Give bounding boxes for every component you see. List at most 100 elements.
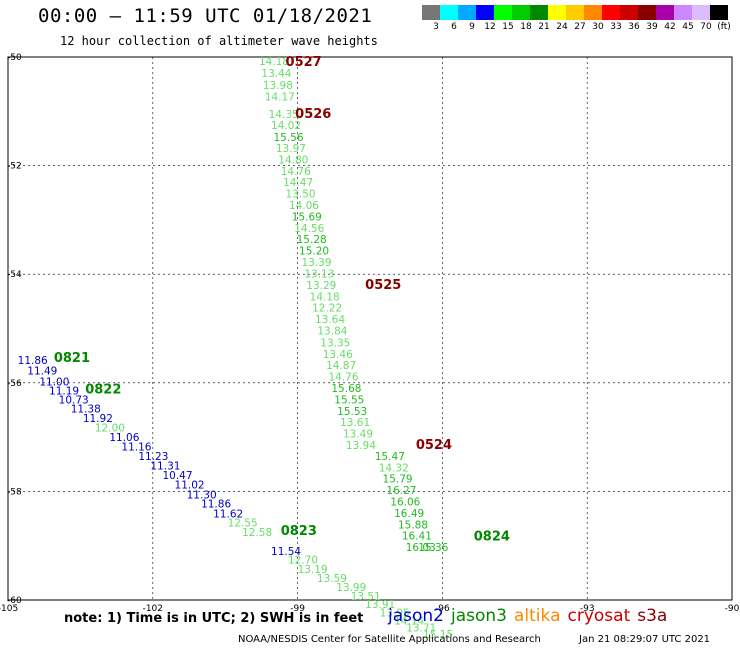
note-text: note: 1) Time is in UTC; 2) SWH is in fe… [64,611,364,626]
wave-height-label: 11.16 [121,442,151,454]
color-swatch [494,5,512,20]
pass-time-label: 0525 [365,278,401,293]
wave-height-label: 10.47 [162,470,192,482]
wave-height-label: 16.06 [390,497,420,509]
wave-height-label: 11.06 [109,432,139,444]
lat-tick-label: -50 [7,53,22,63]
wave-height-label: 14.35 [269,109,299,121]
wave-height-label: 12.58 [242,527,272,539]
wave-height-label: 13.13 [304,268,334,280]
color-scale-labels: 3 6 9 12 15 18 21 24 27 30 33 36 39 42 45 70 (ft) [422,22,740,34]
wave-height-label: 13.95 [380,607,410,619]
wave-height-label: 14.80 [278,154,308,166]
wave-height-label: 13.59 [317,573,347,585]
color-scale-label: (ft) [717,22,731,32]
wave-height-label: 14.06 [289,200,319,212]
wave-height-label: 13.29 [306,280,336,292]
wave-height-label: 14.87 [326,360,356,372]
color-scale-label: 39 [646,22,658,32]
color-swatch [620,5,638,20]
wave-height-label: 13.61 [340,417,370,429]
satellite-jason3: jason3 [451,606,507,626]
wave-height-label: 11.54 [271,546,301,558]
pass-time-label: 0526 [295,107,331,122]
wave-height-label: 10.73 [59,394,89,406]
color-scale-label: 42 [664,22,676,32]
satellite-s3a: s3a [637,606,668,626]
color-scale-label: 21 [538,22,550,32]
satellite-legend: jason2 jason3 altika cryosat s3a [388,606,667,626]
color-swatch [710,5,728,20]
wave-height-label: 14.18 [259,56,289,68]
wave-height-label: 14.47 [283,177,313,189]
wave-height-label: 12.00 [95,423,125,435]
color-scale-label: 27 [574,22,586,32]
pass-time-label: 0822 [85,383,121,398]
pass-time-label: 0821 [54,351,90,366]
pass-time-label: 0527 [286,55,322,70]
chart-subtitle: 12 hour collection of altimeter wave hei… [60,34,378,48]
color-scale-label: 6 [451,22,457,32]
pass-time-label: 0823 [281,524,317,539]
chart-title: 00:00 – 11:59 UTC 01/18/2021 [38,5,373,27]
color-swatch [692,5,710,20]
wave-height-label: 15.20 [299,246,329,258]
lon-tick-label: -96 [435,604,450,614]
color-swatch [602,5,620,20]
lat-tick-label: -60 [7,596,22,606]
wave-height-label: 11.23 [138,451,168,463]
lon-tick-label: -99 [290,604,305,614]
color-swatch [656,5,674,20]
wave-height-label: 13.71 [406,622,436,634]
wave-height-label: 13.64 [315,314,345,326]
wave-height-label: 12.22 [312,303,342,315]
wave-height-label: 11.86 [18,355,48,367]
wave-height-label: 16.03 [406,542,436,554]
map-frame [7,56,733,601]
wave-height-label: 11.19 [49,386,79,398]
color-scale-label: 15 [502,22,514,32]
wave-height-label: 13.39 [301,257,331,269]
wave-height-label: 14.17 [265,91,295,103]
wave-height-label: 13.91 [365,599,395,611]
wave-height-label: 14.32 [379,462,409,474]
color-swatch [638,5,656,20]
wave-height-label: 16.49 [394,508,424,520]
wave-height-label: 13.97 [276,143,306,155]
wave-height-label: 13.44 [261,68,291,80]
lat-tick-label: -58 [7,487,22,497]
lon-tick-label: -90 [725,604,740,614]
color-swatch [548,5,566,20]
wave-height-label: 11.62 [213,508,243,520]
color-swatch [584,5,602,20]
wave-height-label: 13.46 [323,349,353,361]
color-swatch [566,5,584,20]
wave-height-label: 11.00 [39,377,69,389]
wave-height-label: 11.38 [71,404,101,416]
wave-height-label: 13.94 [346,440,376,452]
lat-tick-label: -54 [7,270,22,280]
color-scale-label: 18 [520,22,532,32]
wave-height-label: 13.84 [317,325,347,337]
wave-height-label: 12.55 [228,518,258,530]
color-swatch [530,5,548,20]
wave-height-label: 13.50 [286,189,316,201]
wave-height-label: 11.92 [83,413,113,425]
wave-height-label: 13.51 [351,591,381,603]
wave-height-label: 11.49 [27,366,57,378]
wave-height-label: 15.55 [334,394,364,406]
color-scale-label: 12 [484,22,496,32]
wave-height-label: 16.41 [402,531,432,543]
color-scale-label: 33 [610,22,622,32]
lat-tick-label: -52 [7,162,22,172]
wave-height-label: 15.79 [383,474,413,486]
color-scale-label: 36 [628,22,640,32]
wave-height-label: 15.47 [375,451,405,463]
wave-height-label: 15.15 [423,629,453,641]
lon-tick-label: -93 [580,604,595,614]
wave-height-label: 14.18 [310,291,340,303]
wave-height-label: 12.70 [288,555,318,567]
color-scale-label: 45 [682,22,694,32]
color-swatch [422,5,440,20]
